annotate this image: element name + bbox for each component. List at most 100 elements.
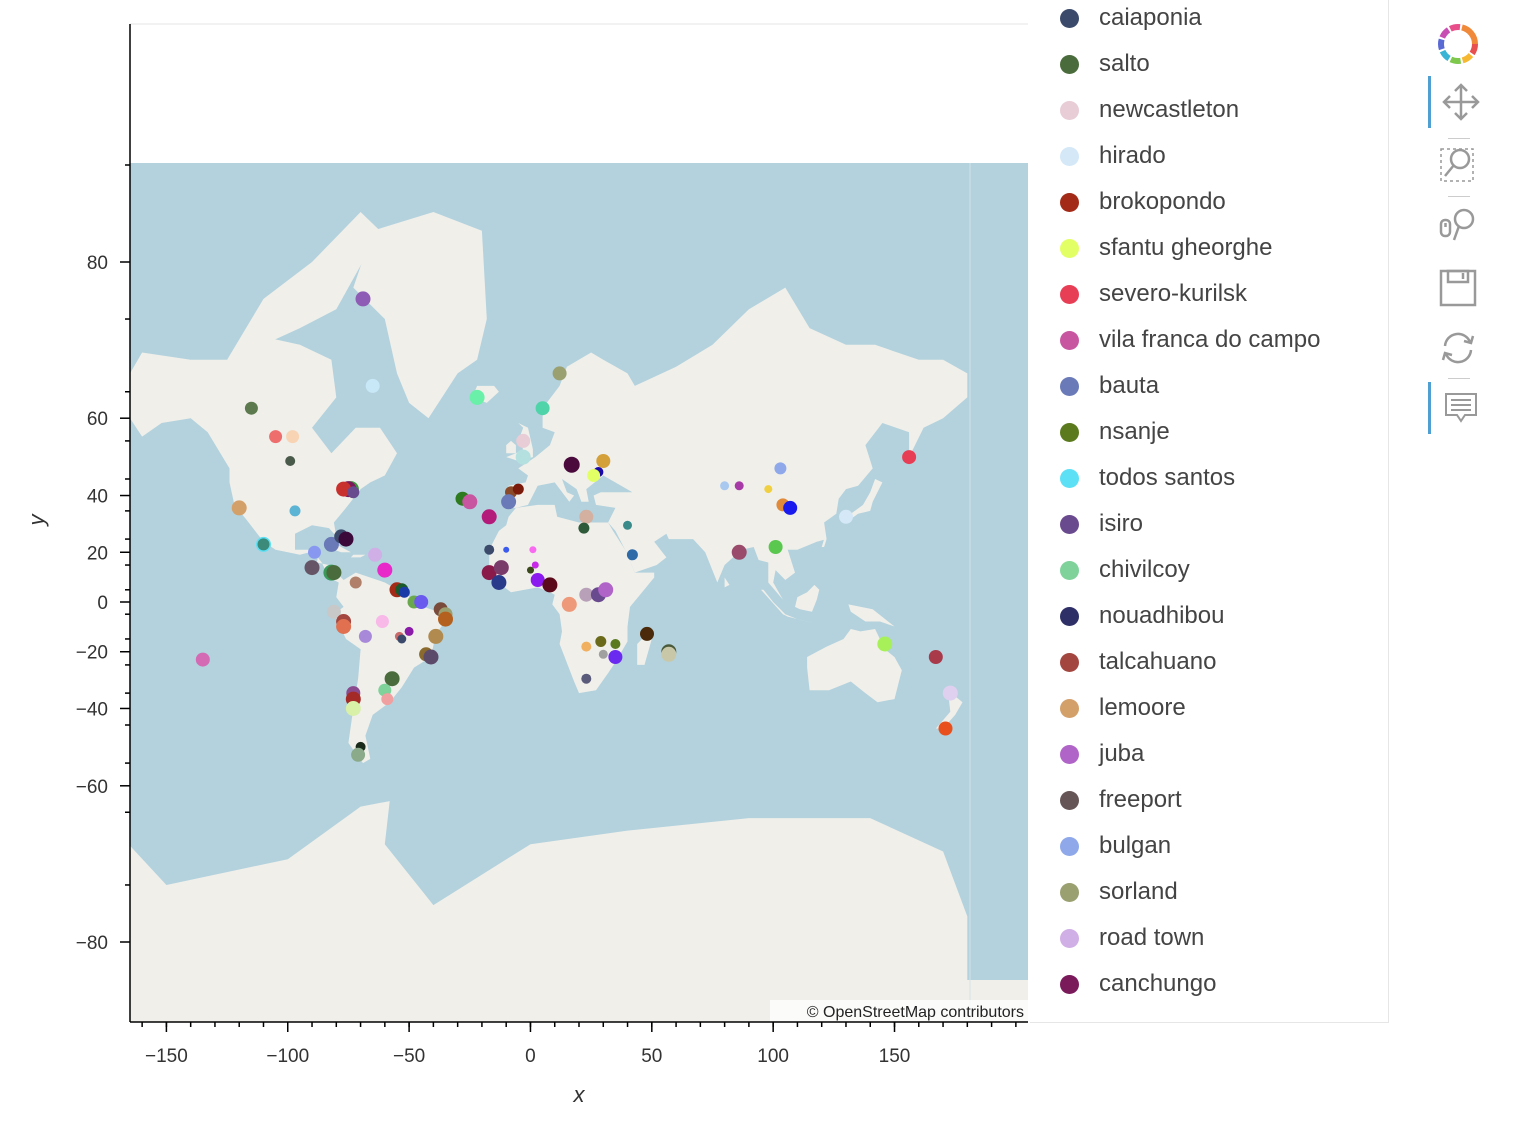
scatter-point[interactable] [527, 566, 534, 574]
scatter-point[interactable] [596, 454, 611, 468]
scatter-point[interactable] [326, 604, 341, 619]
scatter-point[interactable] [578, 522, 590, 534]
scatter-point[interactable] [579, 509, 594, 524]
scatter-point[interactable] [734, 481, 744, 491]
scatter-point[interactable] [503, 546, 510, 553]
scatter-point[interactable] [530, 573, 545, 587]
scatter-point[interactable] [347, 486, 360, 499]
legend-item[interactable]: talcahuano [1060, 642, 1216, 682]
scatter-point[interactable] [286, 430, 300, 444]
box-zoom-tool[interactable] [1428, 138, 1488, 190]
hover-tool[interactable] [1428, 382, 1491, 434]
scatter-point[interactable] [774, 462, 787, 475]
bokeh-logo[interactable] [1428, 18, 1488, 70]
scatter-point[interactable] [626, 549, 638, 561]
scatter-point[interactable] [244, 401, 258, 415]
legend-item[interactable]: isiro [1060, 504, 1143, 544]
scatter-point[interactable] [501, 494, 517, 510]
scatter-point[interactable] [623, 520, 632, 530]
wheel-zoom-tool[interactable] [1428, 200, 1488, 252]
scatter-point[interactable] [397, 634, 407, 644]
scatter-point[interactable] [516, 433, 531, 448]
scatter-point[interactable] [928, 650, 943, 664]
reset-tool[interactable] [1428, 322, 1488, 374]
scatter-point[interactable] [323, 536, 339, 552]
scatter-point[interactable] [610, 639, 621, 649]
scatter-point[interactable] [595, 636, 607, 647]
scatter-point[interactable] [484, 544, 495, 555]
scatter-point[interactable] [481, 565, 497, 581]
scatter-point[interactable] [257, 538, 270, 551]
legend-item[interactable]: juba [1060, 734, 1144, 774]
legend-item[interactable]: nouadhibou [1060, 596, 1224, 636]
legend-item[interactable]: severo-kurilsk [1060, 274, 1247, 314]
scatter-point[interactable] [768, 540, 783, 554]
scatter-point[interactable] [338, 531, 354, 547]
scatter-point[interactable] [304, 560, 320, 576]
scatter-point[interactable] [326, 565, 342, 581]
scatter-point[interactable] [368, 547, 383, 562]
scatter-point[interactable] [942, 685, 958, 701]
legend-item[interactable]: brokopondo [1060, 182, 1226, 222]
scatter-point[interactable] [377, 562, 393, 578]
scatter-point[interactable] [358, 629, 372, 643]
scatter-point[interactable] [783, 500, 798, 515]
scatter-point[interactable] [195, 652, 210, 667]
scatter-point[interactable] [608, 650, 623, 664]
scatter-point[interactable] [661, 646, 677, 662]
scatter-point[interactable] [598, 582, 614, 598]
scatter-point[interactable] [308, 545, 321, 559]
scatter-point[interactable] [515, 449, 531, 465]
scatter-point[interactable] [336, 619, 352, 634]
scatter-point[interactable] [349, 576, 362, 589]
scatter-point[interactable] [552, 366, 567, 381]
legend-item[interactable]: todos santos [1060, 458, 1235, 498]
legend-item[interactable]: bulgan [1060, 826, 1171, 866]
legend-item[interactable]: vila franca do campo [1060, 320, 1320, 360]
scatter-point[interactable] [493, 560, 509, 576]
scatter-point[interactable] [587, 469, 601, 482]
legend-item[interactable]: caiaponia [1060, 0, 1202, 38]
legend-item[interactable]: newcastleton [1060, 90, 1239, 130]
scatter-point[interactable] [512, 483, 524, 495]
legend-item[interactable]: bauta [1060, 366, 1159, 406]
scatter-point[interactable] [462, 494, 478, 510]
legend-item[interactable]: freeport [1060, 780, 1182, 820]
scatter-point[interactable] [720, 481, 730, 491]
scatter-point[interactable] [491, 575, 507, 590]
scatter-point[interactable] [269, 430, 283, 444]
legend-item[interactable]: hirado [1060, 136, 1166, 176]
scatter-point[interactable] [289, 505, 301, 517]
scatter-point[interactable] [542, 577, 558, 593]
legend-item[interactable]: canchungo [1060, 964, 1216, 1004]
scatter-point[interactable] [404, 626, 414, 636]
scatter-point[interactable] [469, 389, 485, 405]
legend-item[interactable]: sorland [1060, 872, 1178, 912]
scatter-point[interactable] [902, 450, 917, 465]
scatter-point[interactable] [579, 587, 594, 602]
scatter-point[interactable] [938, 721, 953, 736]
scatter-point[interactable] [481, 509, 497, 525]
legend-item[interactable]: nsanje [1060, 412, 1170, 452]
pan-tool[interactable] [1428, 76, 1491, 128]
scatter-point[interactable] [535, 401, 550, 416]
scatter-point[interactable] [428, 628, 444, 644]
scatter-point[interactable] [438, 611, 453, 627]
scatter-point[interactable] [423, 649, 439, 665]
scatter-point[interactable] [365, 378, 380, 393]
scatter-point[interactable] [563, 456, 580, 473]
scatter-point[interactable] [355, 291, 371, 307]
scatter-point[interactable] [414, 595, 429, 609]
scatter-point[interactable] [384, 671, 400, 687]
scatter-point[interactable] [285, 456, 296, 466]
legend-item[interactable]: lemoore [1060, 688, 1186, 728]
scatter-point[interactable] [764, 485, 773, 494]
scatter-point[interactable] [375, 615, 389, 628]
scatter-point[interactable] [398, 586, 410, 598]
save-tool[interactable] [1428, 262, 1488, 314]
scatter-point[interactable] [598, 649, 608, 659]
scatter-point[interactable] [581, 641, 592, 652]
scatter-point[interactable] [231, 500, 247, 516]
scatter-point[interactable] [640, 626, 654, 641]
